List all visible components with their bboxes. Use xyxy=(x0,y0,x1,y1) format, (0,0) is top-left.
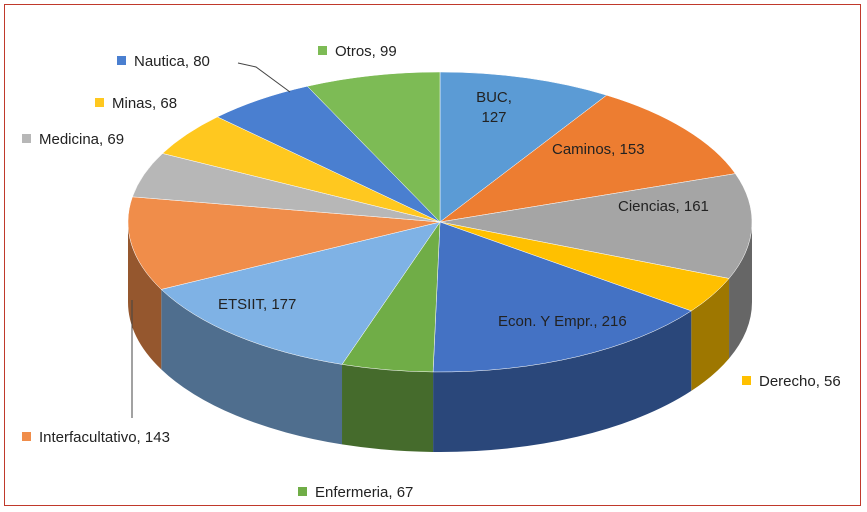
label-key xyxy=(117,56,126,65)
slice-side xyxy=(691,278,730,391)
chart-frame xyxy=(4,4,861,506)
label-text: Caminos, 153 xyxy=(552,141,645,158)
slice xyxy=(432,221,692,373)
data-label: Nautica, 80 xyxy=(117,52,247,72)
slice xyxy=(439,173,753,279)
label-key xyxy=(298,487,307,496)
label-key xyxy=(95,98,104,107)
slice-side xyxy=(729,222,752,359)
label-key xyxy=(742,376,751,385)
label-text: ETSIIT, 177 xyxy=(218,296,297,313)
label-text: Ciencias, 161 xyxy=(618,198,709,215)
slice-side xyxy=(128,222,162,370)
slice xyxy=(127,196,441,290)
label-text: Enfermeria, 67 xyxy=(315,484,414,501)
slice xyxy=(439,71,608,223)
data-label: Otros, 99 xyxy=(318,42,448,62)
data-label: Interfacultativo, 143 xyxy=(22,428,182,448)
label-text: Interfacultativo, 143 xyxy=(39,429,170,446)
data-label: BUC, 127 xyxy=(468,88,520,128)
slice-side xyxy=(161,289,343,445)
slice-side xyxy=(342,364,434,452)
slice xyxy=(439,94,736,223)
data-label: Ciencias, 161 xyxy=(618,197,748,217)
label-text: Nautica, 80 xyxy=(134,53,210,70)
label-key xyxy=(318,46,327,55)
label-key xyxy=(22,134,31,143)
tops xyxy=(127,71,753,373)
slice-side xyxy=(433,310,692,452)
label-text: BUC, 127 xyxy=(476,89,512,126)
label-text: Econ. Y Empr., 216 xyxy=(498,313,627,330)
label-text: Derecho, 56 xyxy=(759,373,841,390)
data-label: Caminos, 153 xyxy=(552,140,682,160)
data-label: ETSIIT, 177 xyxy=(218,295,338,315)
data-label: Medicina, 69 xyxy=(22,130,182,150)
data-label: Econ. Y Empr., 216 xyxy=(498,312,668,332)
label-key xyxy=(22,432,31,441)
leader-line xyxy=(237,62,291,93)
data-label: Minas, 68 xyxy=(95,94,215,114)
label-text: Medicina, 69 xyxy=(39,131,125,148)
slice xyxy=(160,221,441,365)
sides xyxy=(128,222,752,452)
label-text: Minas, 68 xyxy=(112,95,178,112)
label-text: Otros, 99 xyxy=(335,43,397,60)
data-label: Enfermeria, 67 xyxy=(298,483,468,503)
data-label: Derecho, 56 xyxy=(742,372,867,392)
slice xyxy=(306,71,441,223)
